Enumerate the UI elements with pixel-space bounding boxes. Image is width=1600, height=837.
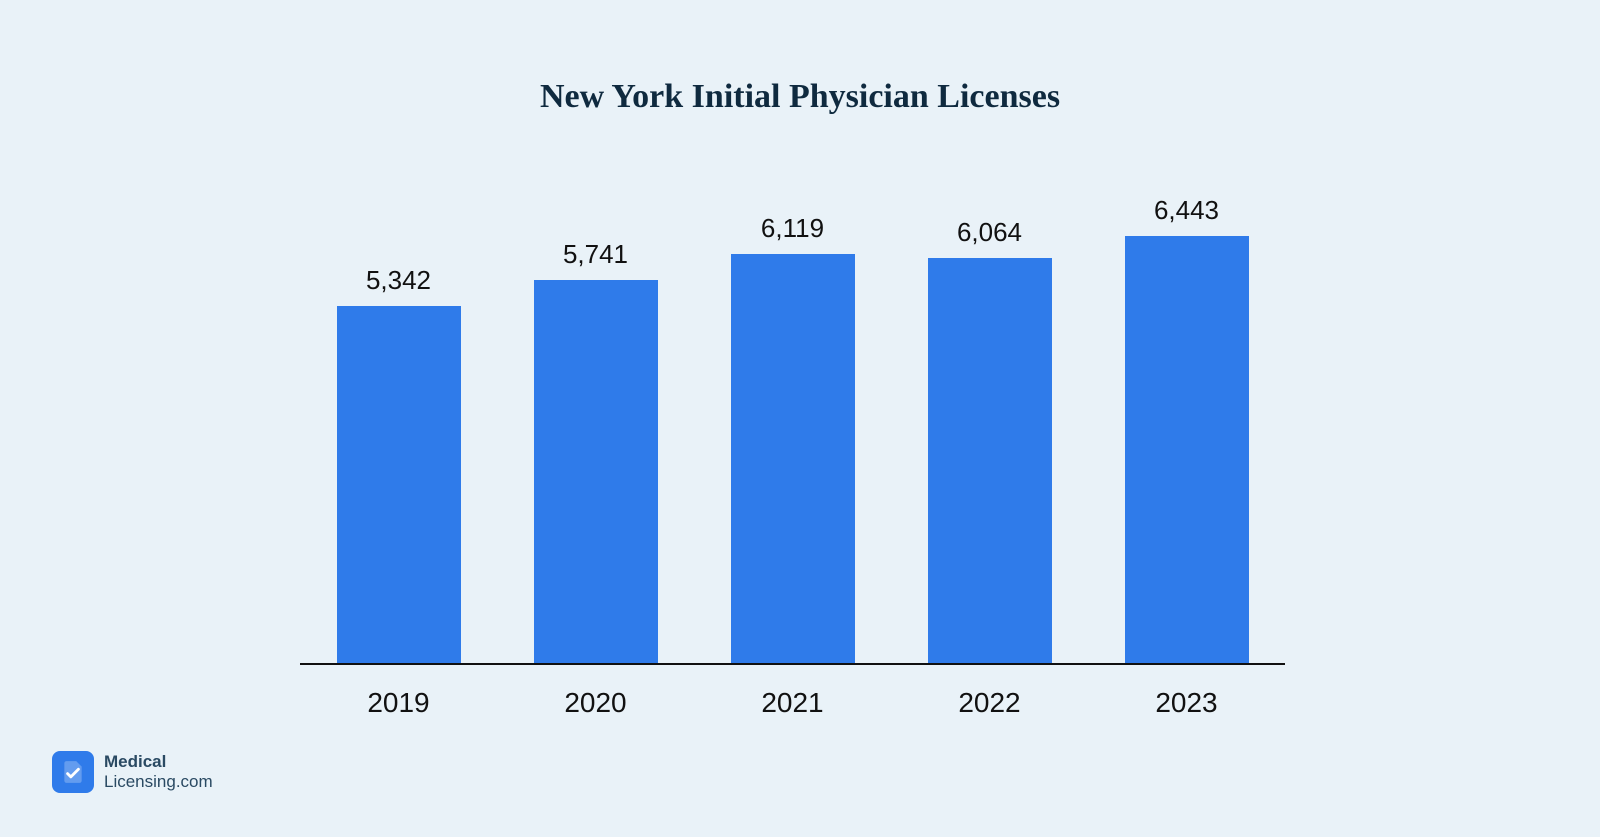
- bar: [534, 280, 658, 665]
- chart-title: New York Initial Physician Licenses: [0, 78, 1600, 116]
- chart-plot-area: 5,342 5,741 6,119 6,064 6,443: [300, 195, 1285, 665]
- bar-value-label: 6,443: [1154, 195, 1219, 226]
- bar-value-label: 5,741: [563, 239, 628, 270]
- bar: [1125, 236, 1249, 665]
- chart-canvas: New York Initial Physician Licenses 5,34…: [0, 0, 1600, 837]
- brand-badge: Medical Licensing.com: [52, 751, 213, 793]
- brand-logo-icon: [52, 751, 94, 793]
- bar-slot: 6,119: [694, 195, 891, 665]
- bar-value-label: 6,064: [957, 217, 1022, 248]
- bar-slot: 5,342: [300, 195, 497, 665]
- x-axis-tick-label: 2023: [1088, 687, 1285, 719]
- bar-value-label: 6,119: [761, 213, 824, 244]
- x-axis-tick-label: 2019: [300, 687, 497, 719]
- x-axis-baseline: [300, 663, 1285, 665]
- bar-value-label: 5,342: [366, 265, 431, 296]
- bar-slot: 5,741: [497, 195, 694, 665]
- x-axis-labels: 20192020202120222023: [300, 687, 1285, 719]
- bars-container: 5,342 5,741 6,119 6,064 6,443: [300, 195, 1285, 665]
- x-axis-tick-label: 2020: [497, 687, 694, 719]
- bar: [337, 306, 461, 665]
- brand-text: Medical Licensing.com: [104, 752, 213, 791]
- x-axis-tick-label: 2021: [694, 687, 891, 719]
- document-check-icon: [60, 759, 86, 785]
- brand-line1: Medical: [104, 752, 213, 772]
- bar: [731, 254, 855, 665]
- bar: [928, 258, 1052, 665]
- bar-slot: 6,443: [1088, 195, 1285, 665]
- brand-line2: Licensing.com: [104, 772, 213, 792]
- x-axis-tick-label: 2022: [891, 687, 1088, 719]
- bar-slot: 6,064: [891, 195, 1088, 665]
